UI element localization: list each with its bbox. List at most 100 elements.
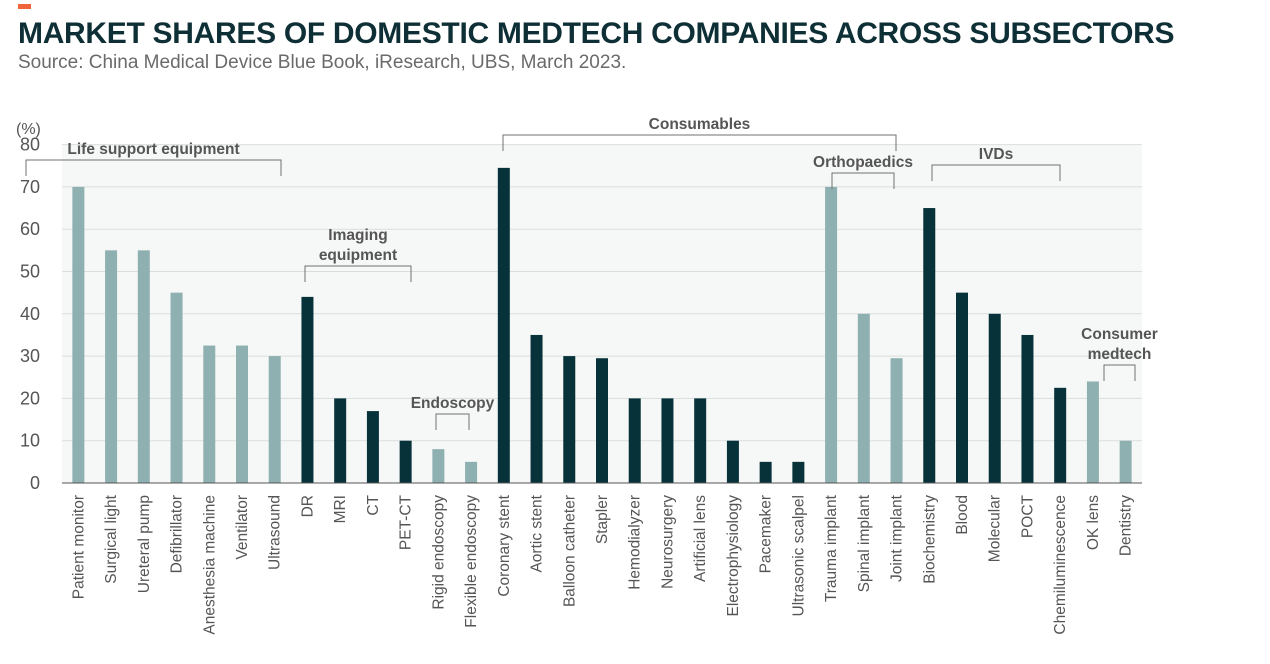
bar-4 xyxy=(203,345,216,483)
bar-9 xyxy=(366,411,379,483)
category-label-11: Rigid endoscopy xyxy=(430,495,447,610)
y-tick-label-5: 50 xyxy=(20,262,40,282)
bar-24 xyxy=(857,313,870,483)
y-tick-label-4: 40 xyxy=(20,304,40,324)
bar-15 xyxy=(563,356,576,483)
category-label-2: Ureteral pump xyxy=(136,495,153,593)
bar-18 xyxy=(661,398,674,483)
bar-11 xyxy=(432,449,445,483)
category-label-0: Patient monitor xyxy=(70,495,87,599)
group-bracket-1 xyxy=(304,265,412,282)
category-label-30: Chemiluminescence xyxy=(1052,495,1069,635)
bar-32 xyxy=(1119,440,1132,483)
category-label-15: Balloon catheter xyxy=(561,495,578,607)
category-label-17: Hemodialyzer xyxy=(627,495,644,590)
category-label-31: OK lens xyxy=(1085,495,1102,550)
category-label-23: Trauma implant xyxy=(823,494,840,602)
bar-6 xyxy=(268,356,281,483)
chart-title: MARKET SHARES OF DOMESTIC MEDTECH COMPAN… xyxy=(18,17,1175,50)
category-label-4: Anesthesia machine xyxy=(201,495,218,635)
category-label-25: Joint implant xyxy=(889,494,906,582)
chart-subtitle: Source: China Medical Device Blue Book, … xyxy=(18,52,627,73)
category-label-26: Biochemistry xyxy=(921,495,938,584)
bar-19 xyxy=(694,398,707,483)
group-label-1-1: equipment xyxy=(319,247,397,264)
bar-2 xyxy=(137,250,150,483)
group-bracket-4 xyxy=(831,172,895,189)
group-bracket-6 xyxy=(1103,364,1136,381)
category-label-7: DR xyxy=(299,495,316,517)
group-bracket-5 xyxy=(931,164,1061,181)
bar-7 xyxy=(301,296,314,483)
category-label-3: Defibrillator xyxy=(169,495,186,573)
category-label-21: Pacemaker xyxy=(758,495,775,573)
group-label-5-0: IVDs xyxy=(979,146,1013,163)
group-label-6-0: Consumer xyxy=(1081,326,1158,343)
bar-12 xyxy=(465,461,478,483)
category-label-28: Molecular xyxy=(987,495,1004,562)
y-tick-label-6: 60 xyxy=(20,219,40,239)
bar-29 xyxy=(1021,334,1034,483)
bar-26 xyxy=(923,208,936,484)
bar-13 xyxy=(497,167,510,484)
group-label-3-0: Consumables xyxy=(649,116,751,133)
group-label-4-0: Orthopaedics xyxy=(813,154,913,171)
category-label-22: Ultrasonic scalpel xyxy=(790,495,807,616)
y-tick-label-8: 80 xyxy=(20,135,40,155)
category-label-32: Dentistry xyxy=(1118,495,1135,556)
category-label-24: Spinal implant xyxy=(856,494,873,592)
group-label-2-0: Endoscopy xyxy=(411,395,495,412)
category-labels: Patient monitor Surgical light Ureteral pu… xyxy=(70,494,1134,634)
category-label-1: Surgical light xyxy=(103,494,120,583)
y-axis-ticks: 0 10 20 30 40 50 60 70 80 xyxy=(20,135,40,493)
bar-30 xyxy=(1054,387,1067,483)
y-tick-label-0: 0 xyxy=(30,473,40,493)
bar-8 xyxy=(334,398,347,483)
category-label-9: CT xyxy=(365,494,382,515)
bar-5 xyxy=(236,345,248,483)
y-tick-label-1: 10 xyxy=(20,431,40,451)
category-label-20: Electrophysiology xyxy=(725,495,742,617)
bar-10 xyxy=(399,440,412,483)
category-label-14: Aortic stent xyxy=(529,494,546,572)
y-tick-label-3: 30 xyxy=(20,346,40,366)
category-label-27: Blood xyxy=(954,495,971,535)
category-label-10: PET-CT xyxy=(398,494,415,550)
bar-31 xyxy=(1086,381,1099,483)
bar-16 xyxy=(596,358,608,483)
bar-1 xyxy=(105,250,118,483)
category-label-6: Ultrasound xyxy=(267,495,284,570)
bar-14 xyxy=(530,334,543,483)
bar-21 xyxy=(759,461,772,483)
category-label-5: Ventilator xyxy=(234,495,251,560)
group-bracket-0 xyxy=(25,159,282,176)
bar-23 xyxy=(825,186,838,483)
group-label-0-0: Life support equipment xyxy=(67,141,239,158)
bars xyxy=(72,167,1132,484)
group-brackets: Life support equipment Imaging equipment En… xyxy=(25,116,1158,430)
bar-17 xyxy=(628,398,641,483)
bar-0 xyxy=(72,186,85,483)
bar-28 xyxy=(988,313,1001,483)
category-label-29: POCT xyxy=(1019,494,1036,538)
y-tick-label-7: 70 xyxy=(20,177,40,197)
group-label-1-0: Imaging xyxy=(328,227,387,244)
category-label-18: Neurosurgery xyxy=(659,495,676,589)
category-label-16: Stapler xyxy=(594,495,611,544)
y-axis-unit-label: (%) xyxy=(16,121,41,138)
category-label-8: MRI xyxy=(332,495,349,523)
y-tick-label-2: 20 xyxy=(20,388,40,408)
group-label-6-1: medtech xyxy=(1088,346,1152,363)
group-bracket-3 xyxy=(502,134,897,151)
category-label-13: Coronary stent xyxy=(496,494,513,596)
accent-bar xyxy=(18,4,31,9)
bar-20 xyxy=(726,440,739,483)
category-label-19: Artificial lens xyxy=(692,495,709,582)
group-bracket-2 xyxy=(435,413,470,430)
bar-22 xyxy=(792,461,805,483)
bar-27 xyxy=(956,292,968,483)
bar-3 xyxy=(170,292,183,483)
bar-25 xyxy=(890,358,903,483)
category-label-12: Flexible endoscopy xyxy=(463,495,480,628)
